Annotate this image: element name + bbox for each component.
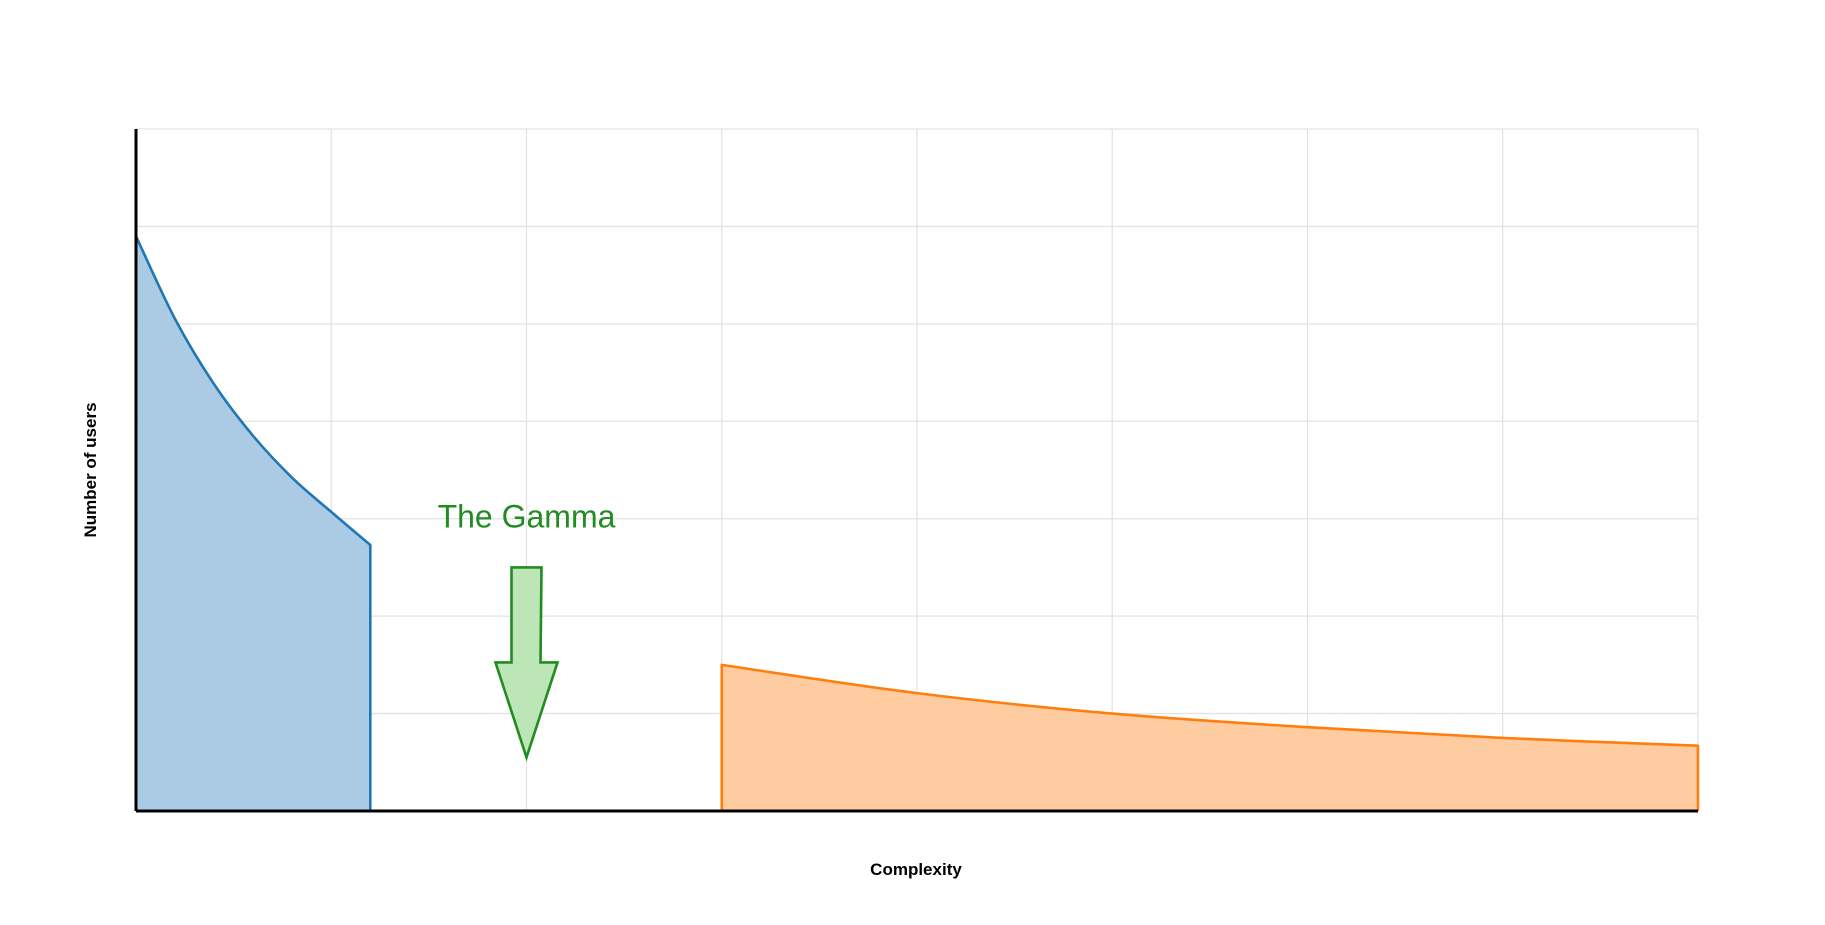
series-layer <box>134 234 1700 811</box>
axes <box>134 129 1698 813</box>
x-axis-title: Complexity <box>870 860 962 879</box>
series-2-area <box>721 664 1698 811</box>
series-1-area <box>136 236 371 811</box>
series-1-line <box>134 234 372 811</box>
annotation-arrow-icon <box>493 566 560 762</box>
annotation-layer: The Gamma <box>438 498 616 762</box>
grid <box>136 128 1699 811</box>
series-2-line <box>720 663 1700 811</box>
y-axis-title: Number of users <box>81 402 100 537</box>
annotation-label: The Gamma <box>438 498 616 534</box>
